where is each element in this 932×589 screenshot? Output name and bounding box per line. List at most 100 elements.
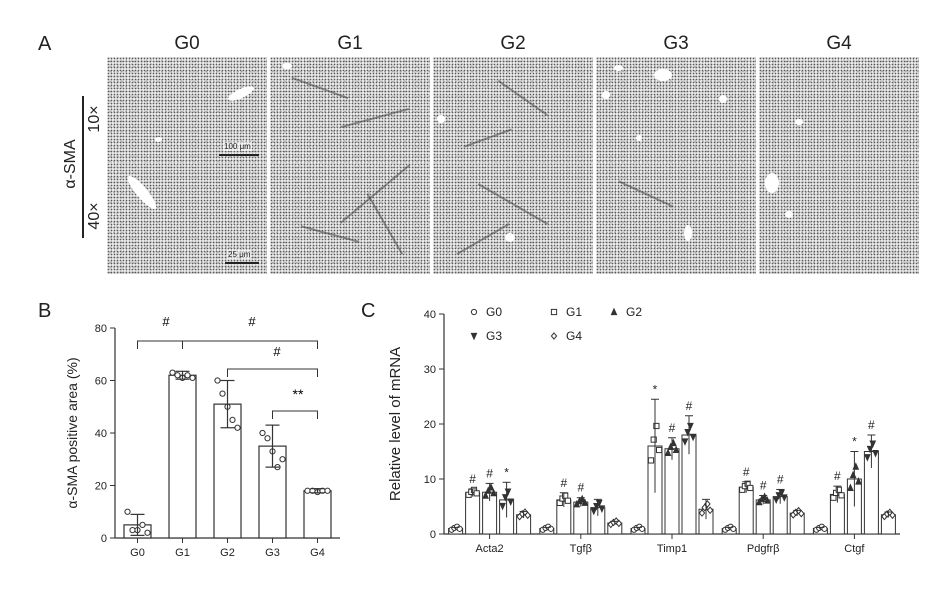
- x-tick-label-b: G1: [175, 547, 190, 559]
- sig-b-g2-g4: #: [273, 344, 281, 359]
- micrograph-g2-10x: [433, 57, 593, 168]
- bar-b-G1: [168, 374, 197, 539]
- point-b-G0: [129, 527, 136, 534]
- panel-b-letter: B: [38, 300, 52, 322]
- chart-c-relative-mrna: 0 10 20 30 40 Relative level of mRNA Acta2 Tgfβ…: [387, 305, 900, 555]
- point-c-Timp1-G1: [647, 457, 655, 464]
- point-c-Ctgf-G3: [864, 454, 871, 462]
- y-tick-label-c: 40: [424, 309, 436, 321]
- point-c-Timp1-G3: [681, 438, 689, 446]
- point-b-G3: [264, 435, 271, 442]
- point-c-Acta2-G3: [499, 502, 506, 511]
- stain-bracket-line: [82, 96, 84, 238]
- annotation-c-Acta2-G1: #: [469, 472, 476, 486]
- micrograph-g0-40x: 25 μm: [107, 163, 267, 274]
- point-b-G0: [144, 529, 151, 536]
- group-label-g3: G3: [663, 33, 689, 54]
- y-tick-label-b: 60: [95, 376, 107, 388]
- group-label-g2: G2: [500, 33, 526, 54]
- point-b-G1: [189, 374, 196, 381]
- x-tick-label-b: G4: [310, 547, 325, 559]
- group-label-g4: G4: [826, 33, 852, 54]
- point-c-Pdgfrβ-G4: [798, 509, 805, 518]
- point-c-Acta2-G2: [482, 491, 489, 499]
- x-tick-label-c: Tgfβ: [570, 543, 592, 555]
- point-c-Timp1-G2: [672, 445, 680, 453]
- y-tick-label-b: 40: [95, 428, 107, 440]
- y-tick-label-c: 20: [424, 419, 436, 431]
- y-tick-label-b: 20: [95, 481, 107, 493]
- point-c-Acta2-G2: [490, 488, 498, 497]
- point-b-G3: [259, 429, 266, 437]
- point-c-Ctgf-G2: [847, 483, 854, 491]
- bar-c-Pdgfrβ-G1: [738, 486, 754, 535]
- annotation-c-Tgfβ-G2: #: [577, 481, 584, 495]
- annotation-c-Ctgf-G1: #: [834, 469, 841, 483]
- point-b-G3: [279, 456, 286, 463]
- legend-marker-G1: [550, 308, 558, 316]
- bracket-b-g0-g1: [137, 340, 183, 349]
- chart-b-alpha-sma-area: 0 20 40 60 80 α-SMA positive area (%) G0 G1 G2 G3…: [64, 314, 340, 559]
- y-tick-label-c: 10: [424, 474, 436, 486]
- point-c-Pdgfrβ-G3: [780, 494, 788, 502]
- annotation-c-Acta2-G3: *: [504, 465, 509, 479]
- legend-label-G1: G1: [566, 305, 582, 319]
- sig-b-g3-g4: **: [293, 386, 304, 402]
- point-c-Tgfβ-G3: [590, 507, 598, 516]
- micrograph-g3-10x: [596, 57, 756, 168]
- point-c-Tgfβ-G1: [564, 497, 572, 504]
- point-b-G1: [174, 372, 181, 379]
- row-label-40x: 40×: [86, 202, 103, 230]
- x-tick-label-b: G0: [130, 547, 145, 559]
- group-label-g0: G0: [174, 33, 200, 54]
- micrograph-g0-10x: 100 μm: [107, 57, 267, 168]
- point-c-Ctgf-G2: [855, 477, 862, 485]
- micrograph-g4-40x: [759, 163, 919, 274]
- annotation-c-Timp1-G3: #: [686, 399, 693, 413]
- annotation-c-Pdgfrβ-G3: #: [777, 472, 784, 486]
- scale-bar-40x: [225, 262, 259, 264]
- scale-label-10x: 100 μm: [223, 142, 252, 151]
- y-tick-label-b: 80: [95, 323, 107, 335]
- x-tick-label-b: G2: [220, 547, 235, 559]
- point-c-Timp1-G1: [653, 422, 660, 430]
- x-tick-label-b: G3: [265, 547, 280, 559]
- point-c-Acta2-G1: [473, 490, 480, 497]
- legend-label-G0: G0: [486, 305, 502, 319]
- point-c-Pdgfrβ-G2: [763, 496, 771, 504]
- x-tick-label-c: Timp1: [657, 543, 687, 555]
- bar-c-Acta2-G1: [465, 492, 481, 535]
- scale-bar-10x: [219, 154, 259, 156]
- micrograph-g4-10x: [759, 57, 919, 168]
- legend-label-G4: G4: [566, 329, 582, 343]
- y-axis-title-b: α-SMA positive area (%): [64, 357, 80, 508]
- annotation-c-Tgfβ-G1: #: [560, 476, 567, 490]
- point-b-G0: [139, 521, 146, 528]
- point-b-G2: [234, 424, 241, 431]
- point-c-Ctgf-G4: [889, 511, 896, 520]
- micrograph-g1-10x: [270, 57, 430, 168]
- legend-label-G3: G3: [486, 329, 502, 343]
- stain-label: α-SMA: [62, 139, 79, 189]
- annotation-c-Timp1-G2: #: [669, 421, 676, 435]
- annotation-c-Acta2-G2: #: [486, 466, 493, 480]
- point-b-G4: [324, 487, 331, 494]
- y-tick-label-c: 0: [430, 529, 436, 541]
- point-c-Timp1-G4: [698, 509, 706, 517]
- micrograph-g1-40x: [270, 163, 430, 274]
- legend-label-G2: G2: [626, 305, 642, 319]
- legend-marker-G4: [550, 332, 558, 340]
- point-b-G2: [214, 377, 221, 384]
- y-axis-title-c: Relative level of mRNA: [387, 347, 404, 501]
- x-tick-label-c: Pdgfrβ: [747, 543, 780, 555]
- sig-b-g0-g1: #: [162, 314, 170, 329]
- point-c-Timp1-G3: [689, 433, 697, 442]
- micrograph-g3-40x: [596, 163, 756, 274]
- point-b-G2: [229, 416, 236, 423]
- panel-a-letter: A: [38, 33, 52, 55]
- y-tick-label-b: 0: [101, 533, 107, 545]
- legend-marker-G0: [470, 308, 478, 316]
- x-tick-label-c: Acta2: [476, 543, 504, 555]
- point-c-Tgfβ-G2: [581, 498, 589, 506]
- bracket-b-g0-g4: [137, 340, 318, 349]
